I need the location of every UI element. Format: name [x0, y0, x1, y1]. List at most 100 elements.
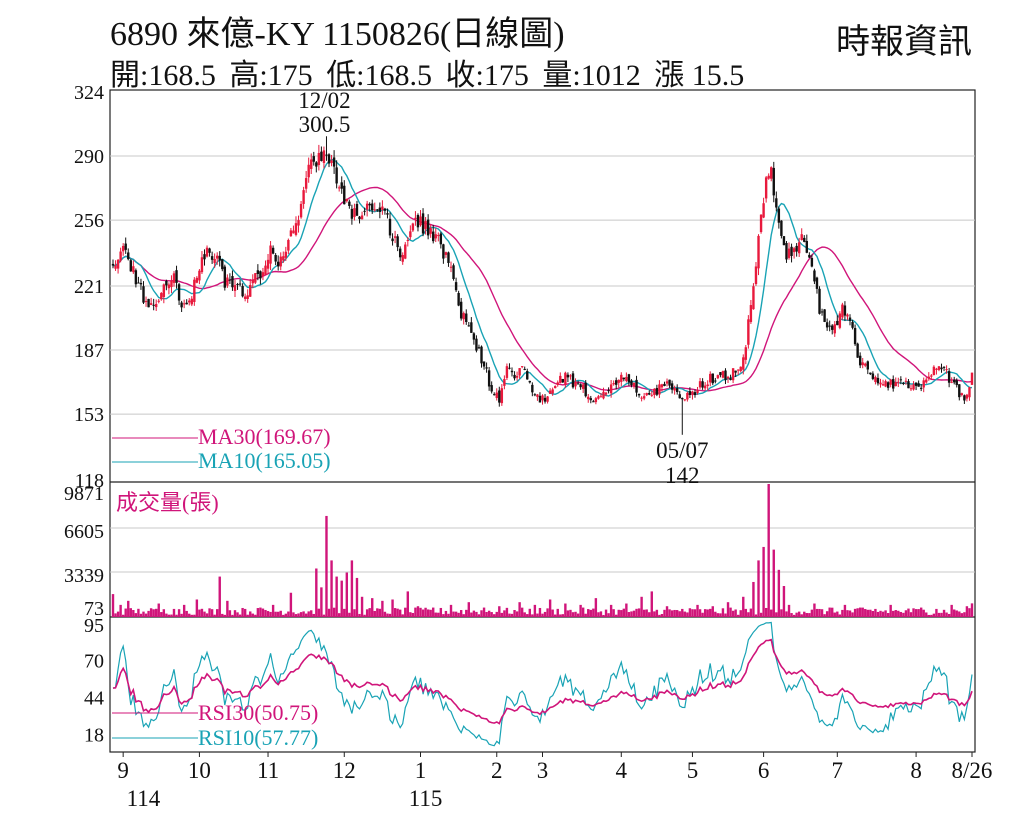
candle-body — [820, 311, 824, 313]
ohlc-summary: 開:168.5 高:175 低:168.5 收:175 量:1012 漲 15.… — [110, 50, 750, 94]
candle-body — [487, 370, 491, 387]
volume-bar — [312, 613, 315, 617]
volume-bar — [820, 609, 824, 617]
candle-body — [764, 177, 768, 199]
volume-bar — [711, 606, 714, 617]
candle — [912, 381, 915, 391]
volume-tick-label: 3339 — [64, 565, 104, 587]
volume-bar — [884, 610, 887, 617]
candle-body — [376, 209, 379, 211]
volume-bar — [172, 608, 176, 617]
candle-body — [302, 190, 305, 204]
candle — [503, 375, 506, 390]
volume-bar — [271, 604, 275, 617]
candle — [635, 375, 638, 397]
candle-body — [930, 375, 933, 377]
volume-bar — [454, 611, 458, 617]
candle-body — [421, 213, 425, 234]
volume-bar — [531, 614, 534, 617]
candle-body — [831, 325, 834, 330]
volume-bar — [121, 614, 125, 617]
volume-bar — [243, 608, 247, 617]
candle-body — [937, 366, 941, 370]
volume-bar — [599, 611, 603, 617]
volume-bar — [388, 613, 392, 617]
candle — [561, 378, 565, 384]
candle-body — [170, 280, 173, 288]
candle-body — [508, 367, 511, 369]
volume-bar — [953, 609, 956, 617]
volume-bar — [678, 611, 681, 617]
volume-bar — [569, 609, 572, 617]
candle-body — [355, 203, 359, 216]
candle-body — [673, 388, 676, 391]
volume-bar — [869, 609, 872, 617]
candle-body — [434, 234, 437, 239]
candle-body — [294, 223, 298, 235]
volume-bar — [958, 611, 961, 617]
candle — [861, 358, 864, 369]
candle-body — [378, 207, 382, 212]
candle-body — [523, 368, 526, 370]
candle — [627, 373, 631, 386]
volume-bar — [353, 609, 356, 617]
candle — [513, 371, 516, 381]
candle — [485, 362, 488, 373]
volume-value: 量:1012 — [542, 59, 641, 92]
candle-body — [615, 380, 618, 385]
candle-body — [612, 382, 615, 385]
candle — [566, 372, 570, 383]
candle-body — [500, 388, 504, 404]
candle — [675, 384, 679, 395]
candle-body — [777, 208, 781, 223]
open-value: 開:168.5 — [110, 59, 216, 92]
candle — [172, 271, 176, 287]
candle-body — [172, 273, 176, 283]
candle — [223, 264, 227, 291]
candle-body — [742, 357, 745, 370]
volume-bar — [803, 611, 806, 617]
volume-bar — [124, 608, 127, 617]
candle-body — [818, 288, 821, 314]
candle — [719, 372, 722, 378]
candle-body — [642, 396, 646, 399]
candle — [571, 371, 575, 389]
volume-bar — [208, 608, 211, 617]
candle-body — [485, 367, 488, 369]
volume-bar — [482, 607, 486, 617]
candle — [968, 386, 971, 401]
candle-body — [203, 254, 206, 260]
candle — [665, 378, 669, 387]
volume-bar — [447, 613, 450, 617]
month-label: 10 — [188, 758, 211, 783]
candle-body — [299, 203, 303, 218]
candle — [182, 299, 186, 309]
candle-body — [480, 346, 483, 364]
candle — [432, 224, 435, 244]
candle — [942, 366, 946, 372]
candle — [607, 387, 610, 394]
candle-body — [213, 258, 216, 264]
volume-bar — [864, 608, 867, 617]
volume-bar — [818, 608, 821, 617]
candle-body — [439, 233, 443, 245]
candle — [670, 380, 674, 394]
candle — [233, 280, 237, 298]
candle-body — [922, 380, 925, 388]
volume-bar — [508, 613, 511, 617]
volume-bar — [520, 607, 524, 617]
candle-body — [970, 372, 974, 385]
candle — [648, 390, 651, 396]
candle — [210, 251, 214, 264]
candle — [709, 371, 712, 387]
candle-body — [805, 241, 809, 253]
candle-body — [340, 182, 343, 189]
candle — [970, 372, 974, 385]
candle-body — [388, 218, 392, 236]
candle-body — [925, 379, 928, 383]
rsi30-line — [112, 638, 973, 725]
price-tick-label: 187 — [74, 340, 104, 362]
candle — [508, 363, 511, 370]
volume-bar — [132, 610, 135, 617]
candle — [289, 227, 293, 237]
